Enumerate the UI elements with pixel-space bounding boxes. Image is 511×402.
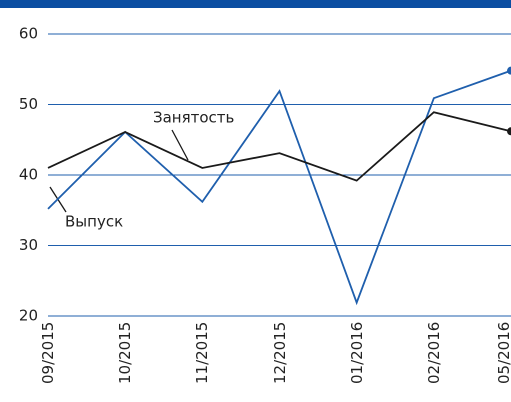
x-tick-label: 05/2016 (прогноз) — [495, 322, 511, 398]
series-label: Занятость — [153, 109, 234, 127]
y-tick-label: 40 — [19, 166, 38, 184]
y-tick-label: 30 — [19, 236, 38, 254]
y-tick-label: 60 — [19, 25, 38, 43]
x-tick-label: 02/2016 — [424, 322, 443, 385]
x-tick-label: 10/2015 — [116, 322, 135, 385]
top-bar — [0, 0, 511, 8]
end-point — [507, 66, 511, 75]
x-tick-label: 09/2015 — [39, 322, 57, 385]
series-label: Выпуск — [65, 213, 123, 231]
y-tick-label: 50 — [19, 95, 38, 113]
x-tick-label: 11/2015 — [193, 322, 212, 385]
y-tick-label: 20 — [19, 307, 38, 325]
end-point — [507, 127, 511, 136]
x-tick-label: 12/2015 — [270, 322, 289, 385]
leader — [171, 129, 189, 161]
series-line — [47, 111, 511, 182]
x-tick-label: 01/2016 — [347, 322, 366, 385]
series-line — [47, 69, 511, 306]
